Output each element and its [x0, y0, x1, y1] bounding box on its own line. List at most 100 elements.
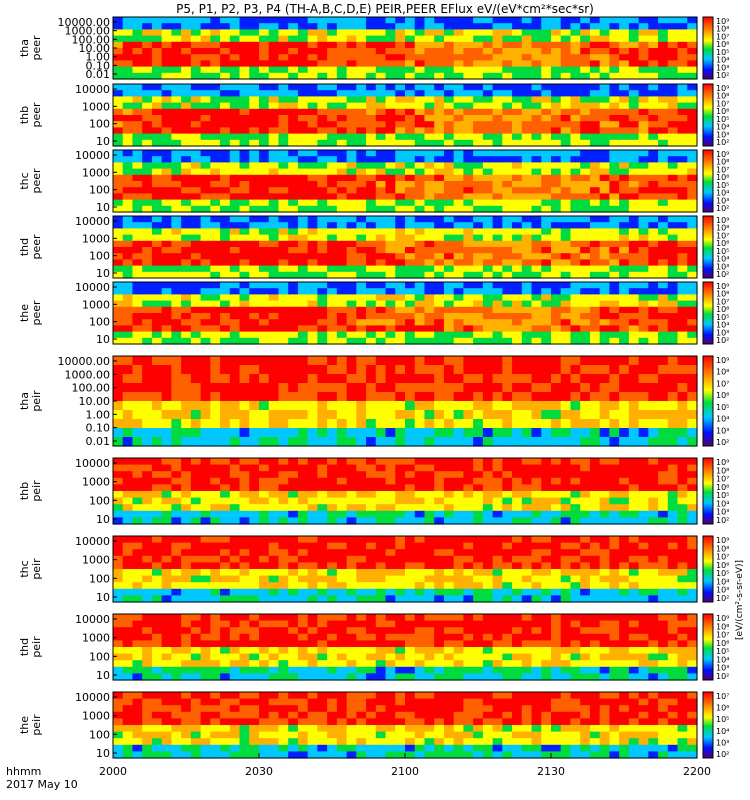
colorbar-tick-label: 10⁵ — [716, 491, 729, 500]
y-tick-label: 10000 — [75, 281, 110, 294]
colorbar-tick-label: 10² — [716, 594, 729, 603]
colorbar-tick-label: 10⁸ — [716, 466, 729, 475]
colorbar-tick-label: 10⁵ — [716, 115, 729, 124]
colorbar-tick-label: 10² — [716, 336, 729, 345]
spectrogram-image — [113, 536, 698, 603]
panel-probe-label: thd — [18, 238, 31, 256]
colorbar-tick-label: 10⁵ — [716, 247, 729, 256]
spectrogram-image — [113, 84, 698, 147]
colorbar-tick-label: 10⁶ — [716, 239, 729, 248]
panel-type-label: peer — [30, 234, 43, 260]
y-tick-label: 0.01 — [86, 435, 111, 448]
colorbar-tick-label: 10⁶ — [716, 173, 729, 182]
colorbar-units-label: [eV/(cm²-s-sr-eV)] — [735, 560, 745, 640]
colorbar-tick-label: 10⁶ — [716, 561, 729, 570]
colorbar-tick-label: 10² — [716, 750, 729, 759]
y-tick-label: 10 — [96, 201, 110, 214]
colorbar-tick-label: 10² — [716, 438, 729, 447]
y-tick-label: 1000 — [82, 100, 110, 113]
y-tick-label: 10000 — [75, 457, 110, 470]
colorbar-tick-label: 10⁹ — [716, 150, 729, 159]
y-tick-label: 1000 — [82, 476, 110, 489]
colorbar: 10⁷ 10⁶ 10⁵ 10⁴ 10³ 10² — [702, 691, 729, 759]
colorbar-tick-label: 10⁸ — [716, 290, 729, 299]
x-tick-label: 2100 — [391, 765, 419, 778]
y-tick-label: 0.10 — [86, 59, 111, 72]
spectrogram-image — [113, 614, 698, 681]
panel-probe-label: tha — [18, 392, 31, 410]
colorbar-tick-label: 10⁹ — [716, 356, 729, 365]
x-tick-label: 2030 — [245, 765, 273, 778]
colorbar-tick-label: 10⁴ — [716, 255, 729, 264]
colorbar-tick-label: 10⁷ — [716, 99, 729, 108]
panel-probe-label: thb — [18, 106, 31, 124]
colorbar-tick-label: 10⁷ — [716, 165, 729, 174]
colorbar-tick-label: 10⁷ — [716, 692, 729, 701]
figure-title: P5, P1, P2, P3, P4 (TH-A,B,C,D,E) PEIR,P… — [176, 2, 594, 16]
colorbar-tick-label: 10³ — [716, 328, 729, 337]
colorbar-tick-label: 10⁸ — [716, 544, 729, 553]
colorbar-tick-label: 10⁹ — [716, 282, 729, 291]
colorbar-tick-label: 10³ — [716, 586, 729, 595]
colorbar-tick-label: 10³ — [716, 664, 729, 673]
x-tick-label: 2000 — [99, 765, 127, 778]
colorbar-tick-label: 10² — [716, 516, 729, 525]
y-tick-label: 100 — [89, 650, 110, 663]
panel-type-label: peer — [30, 102, 43, 128]
y-tick-label: 10000.00 — [58, 355, 111, 368]
y-tick-label: 10.00 — [79, 395, 111, 408]
colorbar-tick-label: 10⁶ — [716, 639, 729, 648]
y-tick-label: 10000 — [75, 83, 110, 96]
colorbar-tick-label: 10⁶ — [716, 305, 729, 314]
colorbar-tick-label: 10⁷ — [716, 631, 729, 640]
y-tick-label: 10000 — [75, 215, 110, 228]
y-tick-label: 1000.00 — [65, 25, 111, 38]
y-tick-label: 10000 — [75, 535, 110, 548]
spectrogram-image — [113, 356, 698, 447]
colorbar-tick-label: 10⁵ — [716, 647, 729, 656]
colorbar-tick-label: 10⁴ — [716, 123, 729, 132]
colorbar-tick-label: 10⁵ — [716, 48, 729, 57]
spectrogram-image — [113, 216, 698, 279]
panel-probe-label: thb — [18, 482, 31, 500]
colorbar-tick-label: 10³ — [716, 130, 729, 139]
panel-probe-label: the — [18, 304, 31, 322]
y-tick-label: 10000 — [75, 149, 110, 162]
colorbar-tick-label: 10⁹ — [716, 84, 729, 93]
colorbar-tick-label: 10⁶ — [716, 704, 729, 713]
colorbar-tick-label: 10⁵ — [716, 313, 729, 322]
y-tick-label: 10 — [96, 747, 110, 760]
x-axis-date-label: 2017 May 10 — [6, 778, 78, 791]
colorbar-tick-label: 10³ — [716, 262, 729, 271]
colorbar-tick-label: 10² — [716, 138, 729, 147]
colorbar-tick-label: 10⁸ — [716, 158, 729, 167]
panel-type-label: peer — [30, 300, 43, 326]
x-tick-label: 2200 — [683, 765, 711, 778]
colorbar-tick-label: 10⁴ — [716, 727, 729, 736]
colorbar-tick-label: 10³ — [716, 63, 729, 72]
colorbar-tick-label: 10⁶ — [716, 40, 729, 49]
colorbar-tick-label: 10⁷ — [716, 475, 729, 484]
y-tick-label: 1.00 — [86, 51, 111, 64]
colorbar-tick-label: 10⁷ — [716, 231, 729, 240]
spectrogram-image — [113, 458, 698, 525]
panel-type-label: peer — [30, 35, 43, 61]
panel-probe-label: thc — [18, 560, 31, 577]
colorbar-tick-label: 10³ — [716, 426, 729, 435]
colorbar-tick-label: 10⁴ — [716, 577, 729, 586]
colorbar-tick-label: 10⁸ — [716, 368, 729, 377]
y-tick-label: 1000 — [82, 632, 110, 645]
y-tick-label: 1000 — [82, 232, 110, 245]
y-tick-label: 1000 — [82, 166, 110, 179]
